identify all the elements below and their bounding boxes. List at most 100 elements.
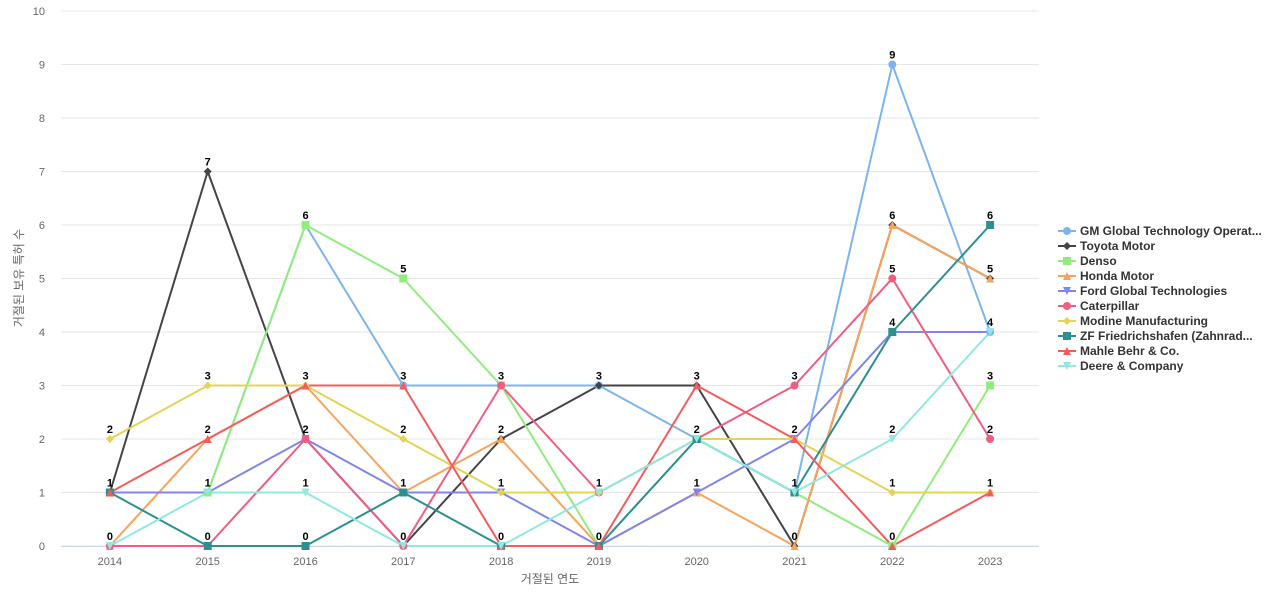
data-point[interactable] — [888, 221, 897, 229]
legend-item[interactable]: Deere & Company — [1058, 358, 1262, 373]
data-point[interactable] — [301, 488, 310, 497]
legend-label: Toyota Motor — [1080, 238, 1156, 253]
legend-item[interactable]: Modine Manufacturing — [1058, 313, 1262, 328]
data-point[interactable] — [692, 435, 701, 443]
data-label: 1 — [889, 478, 895, 490]
data-point[interactable] — [888, 488, 897, 497]
data-point[interactable] — [105, 488, 114, 497]
data-point[interactable] — [301, 542, 310, 550]
data-point[interactable] — [790, 542, 799, 550]
data-point[interactable] — [692, 381, 701, 390]
y-tick-label: 3 — [39, 381, 45, 393]
data-label: 7 — [205, 157, 211, 169]
y-tick-label: 2 — [39, 434, 45, 446]
x-tick-label: 2023 — [978, 556, 1002, 568]
data-point[interactable] — [203, 167, 212, 176]
data-point[interactable] — [790, 488, 799, 497]
y-tick-label: 5 — [39, 274, 45, 286]
data-point[interactable] — [986, 488, 995, 497]
legend-label: ZF Friedrichshafen (Zahnrad... — [1080, 328, 1253, 343]
legend-swatch-icon — [1058, 361, 1076, 370]
data-point[interactable] — [301, 435, 310, 443]
data-label: 1 — [400, 478, 406, 490]
series-line-1 — [108, 170, 992, 547]
series-lines — [108, 63, 992, 547]
data-point[interactable] — [594, 542, 603, 550]
legend-swatch-icon — [1058, 346, 1076, 355]
data-point[interactable] — [105, 435, 114, 443]
data-point[interactable] — [203, 435, 212, 443]
data-point[interactable] — [399, 274, 408, 283]
data-point[interactable] — [594, 381, 603, 390]
x-tick-label: 2022 — [880, 556, 904, 568]
data-point[interactable] — [399, 488, 408, 497]
data-point[interactable] — [986, 328, 995, 336]
data-point[interactable] — [986, 381, 995, 390]
data-point[interactable] — [203, 381, 212, 390]
data-label: 0 — [107, 531, 113, 543]
data-point[interactable] — [301, 381, 310, 390]
data-point[interactable] — [497, 381, 506, 390]
data-point[interactable] — [692, 488, 701, 497]
data-labels: 2 1 0 7 3 2 1 0 6 3 2 1 0 5 3 2 1 0 3 2 1 0 3 1 0 3 2 1 3 2 1 0 9 6 5 4 2 1 0 6… — [107, 50, 994, 544]
data-label: 1 — [791, 478, 797, 490]
data-label: 5 — [400, 264, 406, 276]
data-point[interactable] — [203, 542, 212, 550]
data-label: 0 — [400, 531, 406, 543]
data-point[interactable] — [986, 435, 995, 443]
legend-label: GM Global Technology Operat... — [1080, 223, 1262, 238]
data-label: 1 — [205, 478, 211, 490]
series-line-8 — [108, 384, 992, 547]
data-point[interactable] — [986, 221, 995, 229]
data-point[interactable] — [203, 488, 212, 497]
legend-label: Modine Manufacturing — [1080, 313, 1208, 328]
data-label: 5 — [889, 264, 895, 276]
data-point[interactable] — [301, 221, 310, 229]
data-label: 2 — [694, 424, 700, 436]
series-markers — [105, 60, 995, 550]
data-point[interactable] — [986, 274, 995, 283]
data-point[interactable] — [888, 274, 897, 283]
data-label: 2 — [791, 424, 797, 436]
data-point[interactable] — [888, 60, 897, 69]
legend-item[interactable]: Denso — [1058, 253, 1262, 268]
data-point[interactable] — [497, 542, 506, 550]
data-point[interactable] — [399, 381, 408, 390]
data-label: 4 — [889, 317, 896, 329]
data-point[interactable] — [105, 542, 114, 550]
data-point[interactable] — [399, 435, 408, 443]
series-line-2 — [108, 224, 992, 547]
data-point[interactable] — [399, 542, 408, 550]
legend-swatch-icon — [1058, 301, 1076, 310]
legend-swatch-icon — [1058, 241, 1076, 250]
data-label: 1 — [498, 478, 504, 490]
y-tick-label: 7 — [39, 167, 45, 179]
x-tick-label: 2016 — [293, 556, 317, 568]
data-point[interactable] — [888, 542, 897, 550]
data-point[interactable] — [790, 381, 799, 390]
legend-item[interactable]: Caterpillar — [1058, 298, 1262, 313]
data-label: 2 — [302, 424, 308, 436]
data-label: 0 — [302, 531, 308, 543]
legend-item[interactable]: Honda Motor — [1058, 268, 1262, 283]
data-point[interactable] — [790, 435, 799, 443]
y-tick-label: 10 — [33, 6, 45, 18]
data-label: 3 — [791, 371, 797, 383]
legend-item[interactable]: ZF Friedrichshafen (Zahnrad... — [1058, 328, 1262, 343]
legend-item[interactable]: Mahle Behr & Co. — [1058, 343, 1262, 358]
data-point[interactable] — [497, 488, 506, 497]
legend-label: Ford Global Technologies — [1080, 283, 1228, 298]
legend-item[interactable]: Ford Global Technologies — [1058, 283, 1262, 298]
data-point[interactable] — [497, 435, 506, 443]
data-label: 1 — [302, 478, 308, 490]
x-tick-label: 2017 — [391, 556, 415, 568]
legend-item[interactable]: Toyota Motor — [1058, 238, 1262, 253]
data-label: 3 — [596, 371, 602, 383]
data-point[interactable] — [888, 328, 897, 336]
data-point[interactable] — [888, 435, 897, 443]
data-point[interactable] — [594, 488, 603, 497]
legend-item[interactable]: GM Global Technology Operat... — [1058, 223, 1262, 238]
data-label: 3 — [987, 371, 993, 383]
series-line-9 — [108, 331, 992, 547]
